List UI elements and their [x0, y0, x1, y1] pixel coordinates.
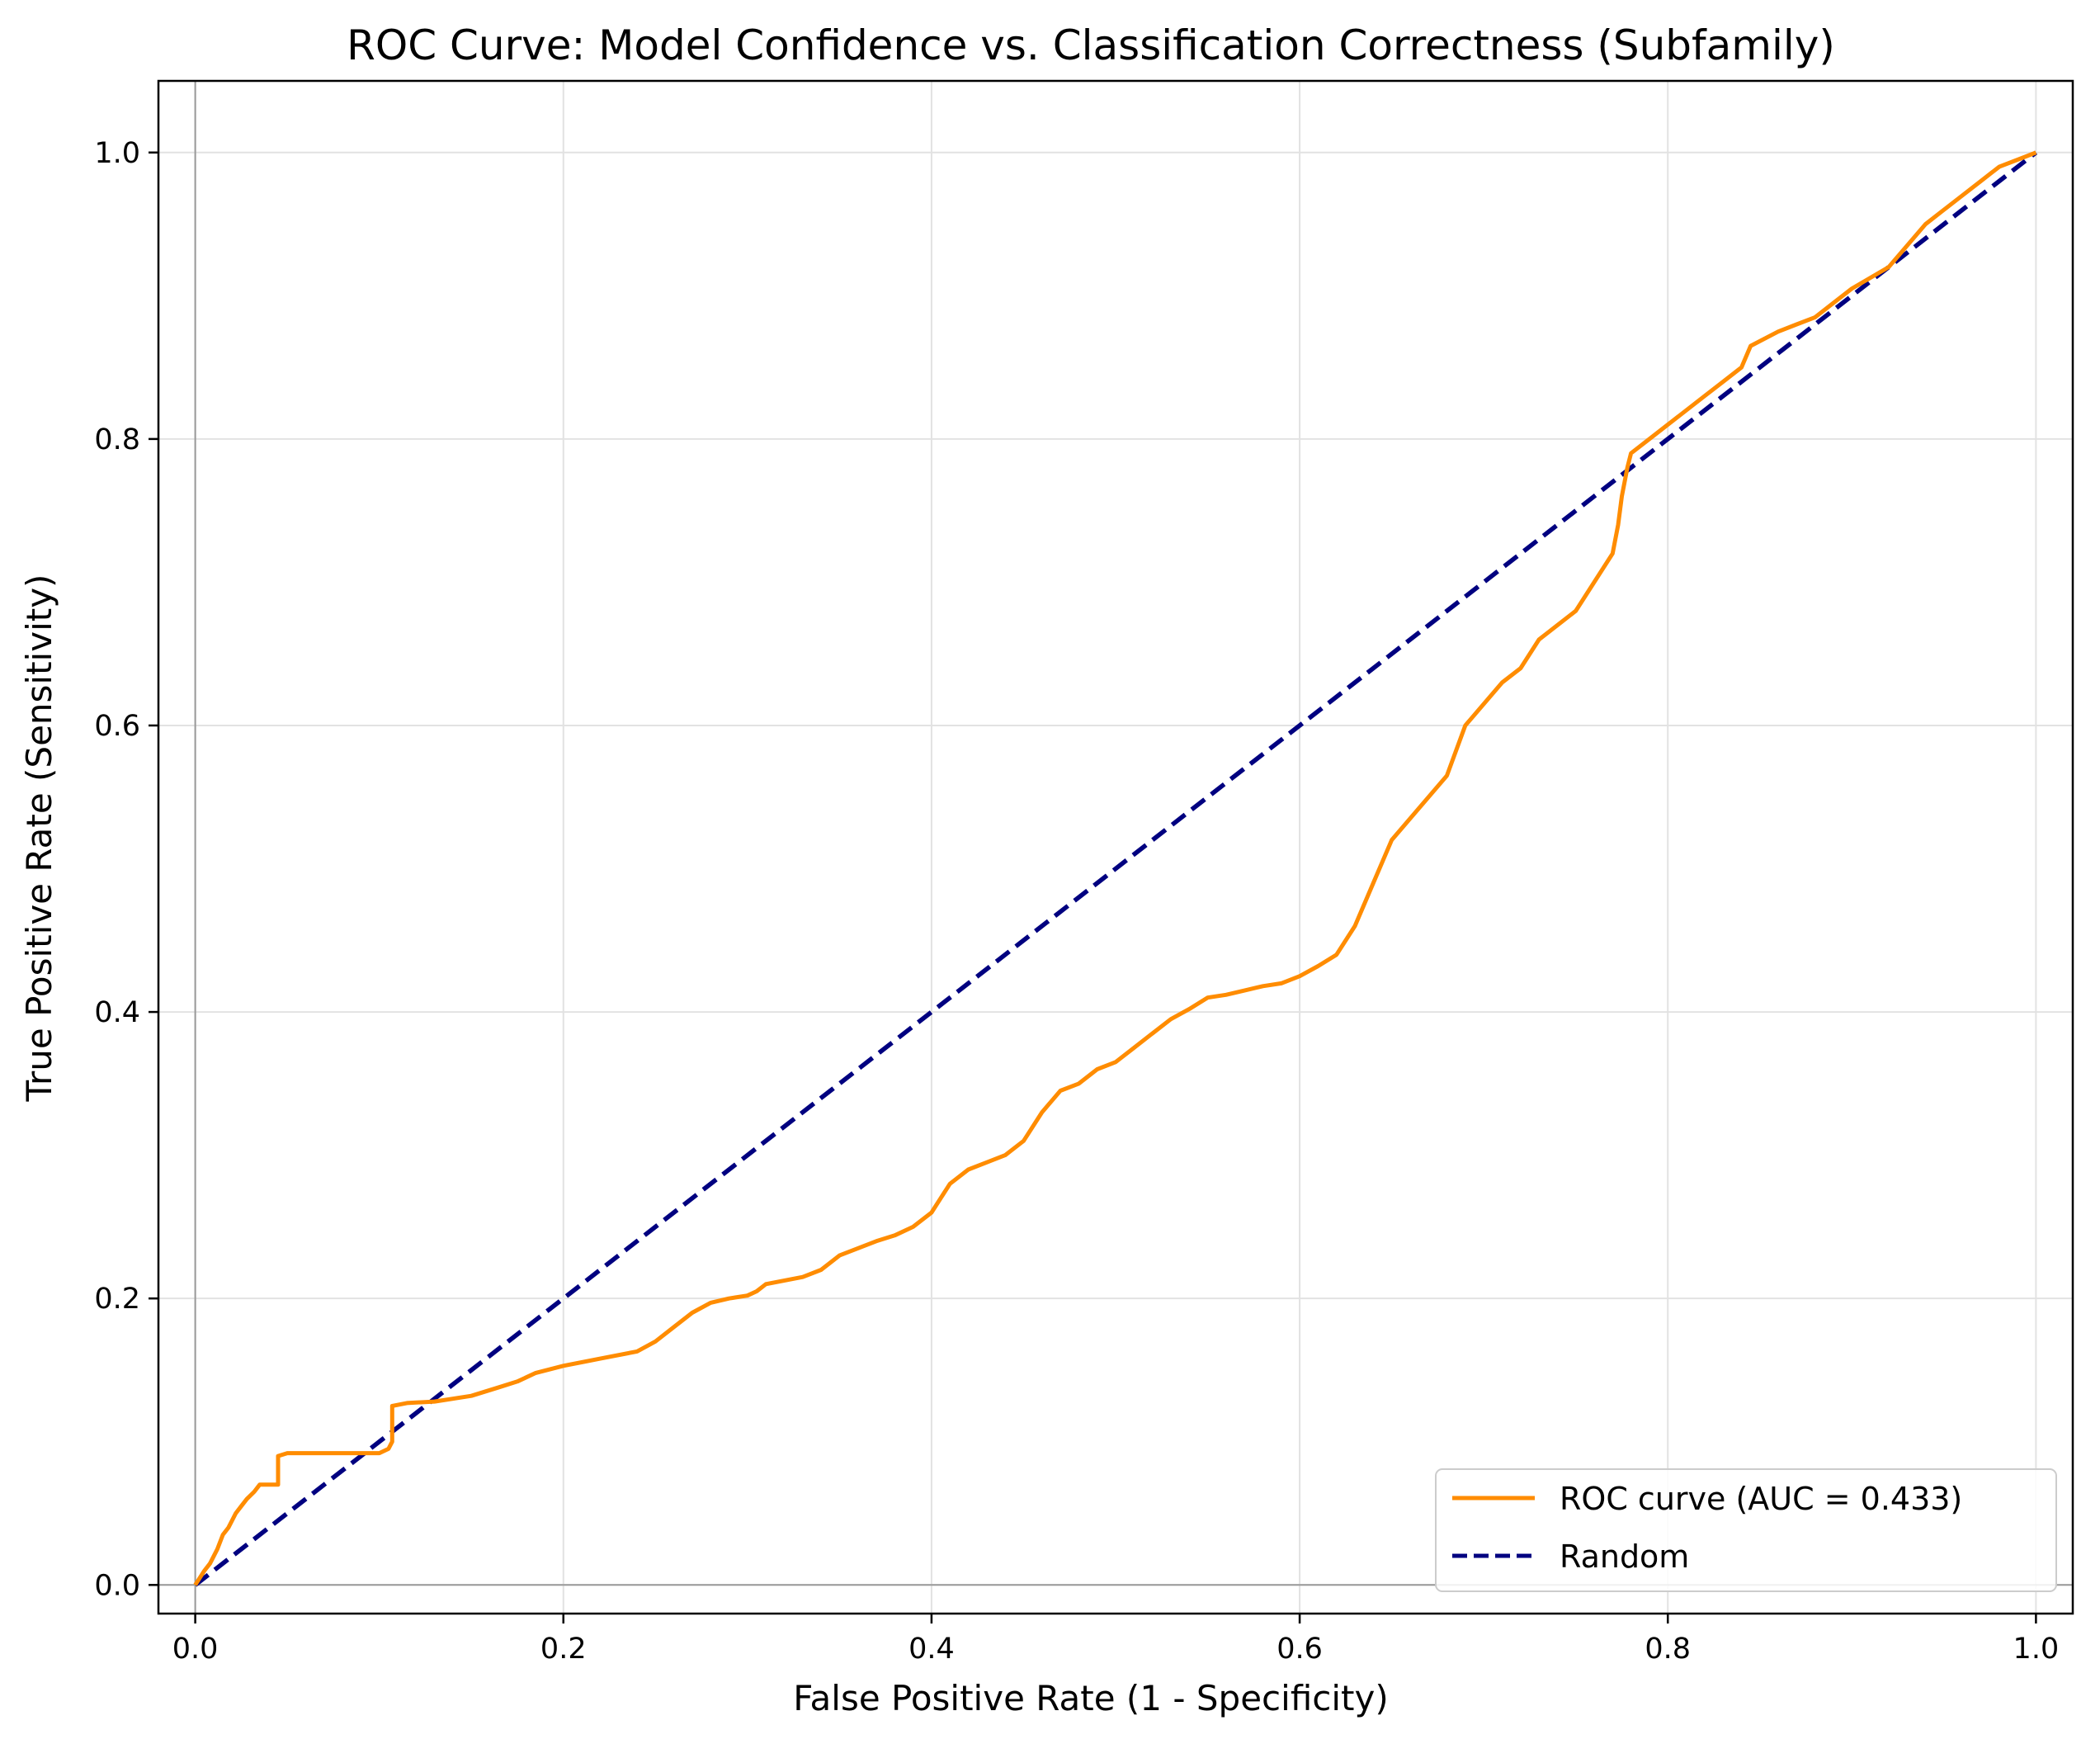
- series-layer: [193, 150, 2038, 1587]
- random-baseline-line: [193, 150, 2038, 1587]
- x-tick-label-0: 0.0: [172, 1633, 219, 1666]
- y-tick-label-3: 0.6: [94, 710, 140, 743]
- plot-area-frame: [157, 79, 2074, 1615]
- legend-label-roc: ROC curve (AUC = 0.433): [1560, 1481, 1962, 1517]
- y-tick-label-5: 1.0: [94, 137, 140, 170]
- legend-box: [1435, 1468, 2057, 1592]
- y-tick-label-1: 0.2: [94, 1283, 140, 1316]
- chart-title: ROC Curve: Model Confidence vs. Classifi…: [347, 21, 1835, 69]
- roc-curve-line: [193, 150, 2037, 1586]
- x-tick-label-1: 0.2: [540, 1633, 587, 1666]
- x-tick-label-4: 0.8: [1645, 1633, 1691, 1666]
- x-axis-label: False Positive Rate (1 - Specificity): [793, 1678, 1389, 1718]
- x-tick-label-5: 1.0: [2013, 1633, 2060, 1666]
- x-tick-label-2: 0.4: [908, 1633, 955, 1666]
- legend-label-random: Random: [1560, 1538, 1689, 1575]
- legend: ROC curve (AUC = 0.433) Random: [1435, 1468, 2057, 1592]
- y-axis-label: True Positive Rate (Sensitivity): [19, 574, 59, 1103]
- y-tick-label-2: 0.4: [94, 996, 140, 1029]
- y-axis-ticks: 0.0 0.2 0.4 0.6 0.8 1.0: [94, 137, 158, 1602]
- y-tick-label-4: 0.8: [94, 423, 140, 456]
- x-axis-ticks: 0.0 0.2 0.4 0.6 0.8 1.0: [172, 1614, 2059, 1666]
- x-tick-label-3: 0.6: [1277, 1633, 1323, 1666]
- y-tick-label-0: 0.0: [94, 1569, 140, 1602]
- grid-lines: [158, 81, 2073, 1614]
